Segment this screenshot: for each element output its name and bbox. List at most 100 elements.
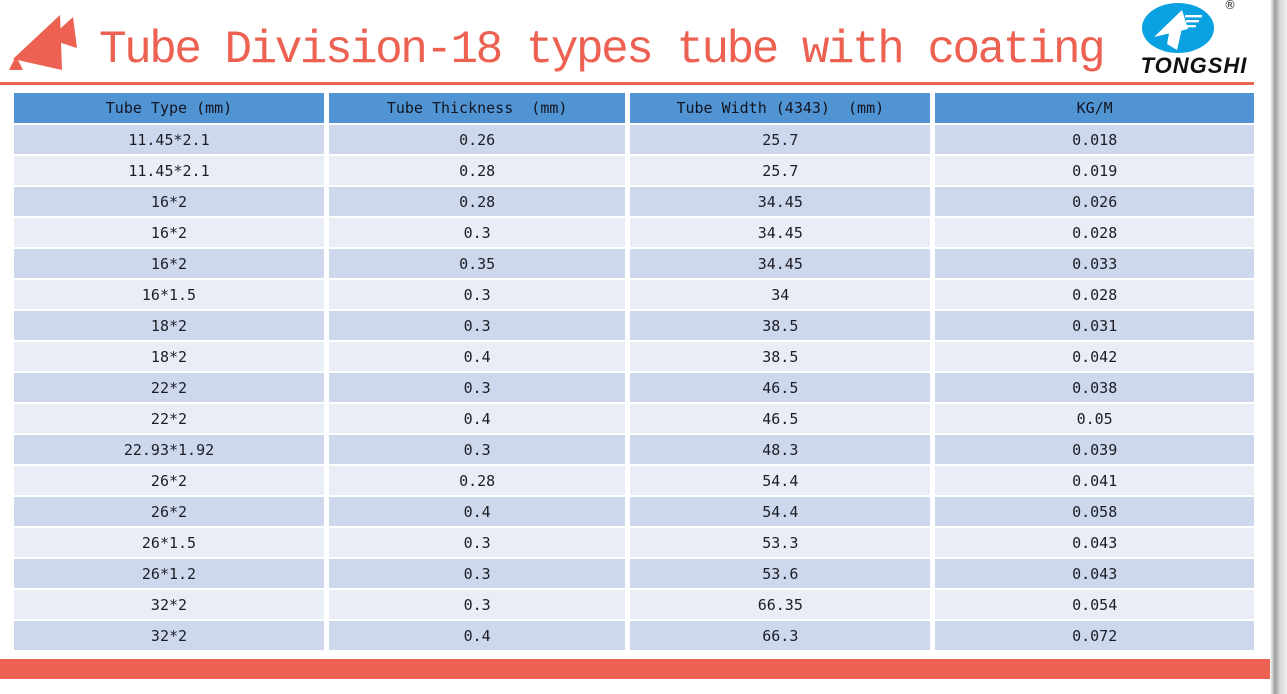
table-row: 11.45*2.1 0.28 25.7 0.019: [14, 154, 1254, 186]
table-cell: 0.3: [323, 216, 628, 248]
table-cell: 38.5: [625, 309, 933, 341]
table-cell: 0.4: [323, 340, 628, 372]
table-row: 22*2 0.4 46.5 0.05: [14, 402, 1254, 434]
table-cell: 0.3: [323, 309, 628, 341]
table-cell: 0.26: [323, 123, 628, 155]
table-cell: 0.4: [323, 402, 628, 434]
column-header-tube-type: Tube Type (mm): [14, 93, 327, 124]
table-cell: 11.45*2.1: [14, 154, 327, 186]
table-row: 16*2 0.3 34.45 0.028: [14, 216, 1254, 248]
table-cell: 0.28: [323, 464, 628, 496]
spec-table-container: Tube Type (mm) Tube Thickness (mm) Tube …: [14, 93, 1254, 650]
page-title: Tube Division-18 types tube with coating: [99, 24, 1106, 76]
table-cell: 0.072: [930, 619, 1254, 650]
table-cell: 53.6: [625, 557, 933, 589]
table-cell: 22*2: [14, 402, 327, 434]
table-cell: 26*2: [14, 495, 327, 527]
table-cell: 0.3: [323, 371, 628, 403]
table-cell: 46.5: [625, 371, 933, 403]
table-cell: 0.3: [323, 526, 628, 558]
table-row: 26*1.2 0.3 53.6 0.043: [14, 557, 1254, 589]
table-cell: 0.018: [930, 123, 1254, 155]
brand-logo: ® TONGSHI: [1128, 0, 1260, 83]
table-cell: 0.042: [930, 340, 1254, 372]
table-cell: 0.028: [930, 278, 1254, 310]
table-header-row: Tube Type (mm) Tube Thickness (mm) Tube …: [14, 93, 1254, 124]
table-cell: 0.019: [930, 154, 1254, 186]
table-cell: 0.4: [323, 619, 628, 650]
table-cell: 0.3: [323, 433, 628, 465]
table-cell: 26*2: [14, 464, 327, 496]
table-row: 18*2 0.4 38.5 0.042: [14, 340, 1254, 372]
table-cell: 25.7: [625, 123, 933, 155]
table-cell: 0.35: [323, 247, 628, 279]
table-row: 16*2 0.28 34.45 0.026: [14, 185, 1254, 217]
table-cell: 0.28: [323, 154, 628, 186]
table-cell: 0.028: [930, 216, 1254, 248]
brand-name: TONGSHI: [1140, 53, 1248, 78]
table-cell: 25.7: [625, 154, 933, 186]
registered-trademark-mark: ®: [1224, 0, 1236, 12]
table-cell: 0.043: [930, 526, 1254, 558]
table-cell: 34.45: [625, 185, 933, 217]
table-row: 18*2 0.3 38.5 0.031: [14, 309, 1254, 341]
table-row: 16*1.5 0.3 34 0.028: [14, 278, 1254, 310]
table-cell: 0.039: [930, 433, 1254, 465]
table-row: 11.45*2.1 0.26 25.7 0.018: [14, 123, 1254, 155]
table-row: 32*2 0.3 66.35 0.054: [14, 588, 1254, 620]
table-cell: 66.3: [625, 619, 933, 650]
table-row: 22*2 0.3 46.5 0.038: [14, 371, 1254, 403]
table-cell: 0.3: [323, 588, 628, 620]
table-row: 16*2 0.35 34.45 0.033: [14, 247, 1254, 279]
table-cell: 26*1.2: [14, 557, 327, 589]
table-cell: 0.05: [930, 402, 1254, 434]
table-cell: 16*2: [14, 247, 327, 279]
table-cell: 0.043: [930, 557, 1254, 589]
column-header-kg-m: KG/M: [930, 93, 1254, 124]
table-cell: 34.45: [625, 216, 933, 248]
table-cell: 18*2: [14, 309, 327, 341]
table-cell: 34.45: [625, 247, 933, 279]
title-underline: [0, 82, 1254, 85]
table-cell: 0.28: [323, 185, 628, 217]
table-cell: 0.026: [930, 185, 1254, 217]
table-row: 26*1.5 0.3 53.3 0.043: [14, 526, 1254, 558]
spec-table-body: 11.45*2.1 0.26 25.7 0.018 11.45*2.1 0.28 25.7 0…: [14, 123, 1254, 650]
footer-accent-bar: [0, 659, 1270, 679]
column-header-tube-thickness: Tube Thickness (mm): [323, 93, 628, 124]
table-cell: 0.038: [930, 371, 1254, 403]
table-cell: 0.031: [930, 309, 1254, 341]
spec-table: Tube Type (mm) Tube Thickness (mm) Tube …: [14, 93, 1254, 650]
table-row: 26*2 0.4 54.4 0.058: [14, 495, 1254, 527]
table-cell: 18*2: [14, 340, 327, 372]
table-cell: 54.4: [625, 464, 933, 496]
table-cell: 46.5: [625, 402, 933, 434]
table-cell: 16*1.5: [14, 278, 327, 310]
table-cell: 0.033: [930, 247, 1254, 279]
table-cell: 11.45*2.1: [14, 123, 327, 155]
table-row: 32*2 0.4 66.3 0.072: [14, 619, 1254, 650]
table-cell: 0.3: [323, 278, 628, 310]
table-cell: 16*2: [14, 185, 327, 217]
table-cell: 48.3: [625, 433, 933, 465]
table-row: 26*2 0.28 54.4 0.041: [14, 464, 1254, 496]
table-cell: 32*2: [14, 588, 327, 620]
table-cell: 0.054: [930, 588, 1254, 620]
table-cell: 66.35: [625, 588, 933, 620]
table-cell: 32*2: [14, 619, 327, 650]
brand-ellipse-arrow-icon: [1142, 3, 1214, 53]
table-cell: 16*2: [14, 216, 327, 248]
table-cell: 54.4: [625, 495, 933, 527]
column-header-tube-width: Tube Width (4343) (mm): [625, 93, 933, 124]
page-edge-shadow: [1270, 0, 1287, 694]
table-cell: 0.041: [930, 464, 1254, 496]
table-cell: 38.5: [625, 340, 933, 372]
table-cell: 26*1.5: [14, 526, 327, 558]
table-row: 22.93*1.92 0.3 48.3 0.039: [14, 433, 1254, 465]
table-cell: 0.058: [930, 495, 1254, 527]
table-cell: 0.3: [323, 557, 628, 589]
table-cell: 22*2: [14, 371, 327, 403]
table-cell: 53.3: [625, 526, 933, 558]
table-cell: 34: [625, 278, 933, 310]
